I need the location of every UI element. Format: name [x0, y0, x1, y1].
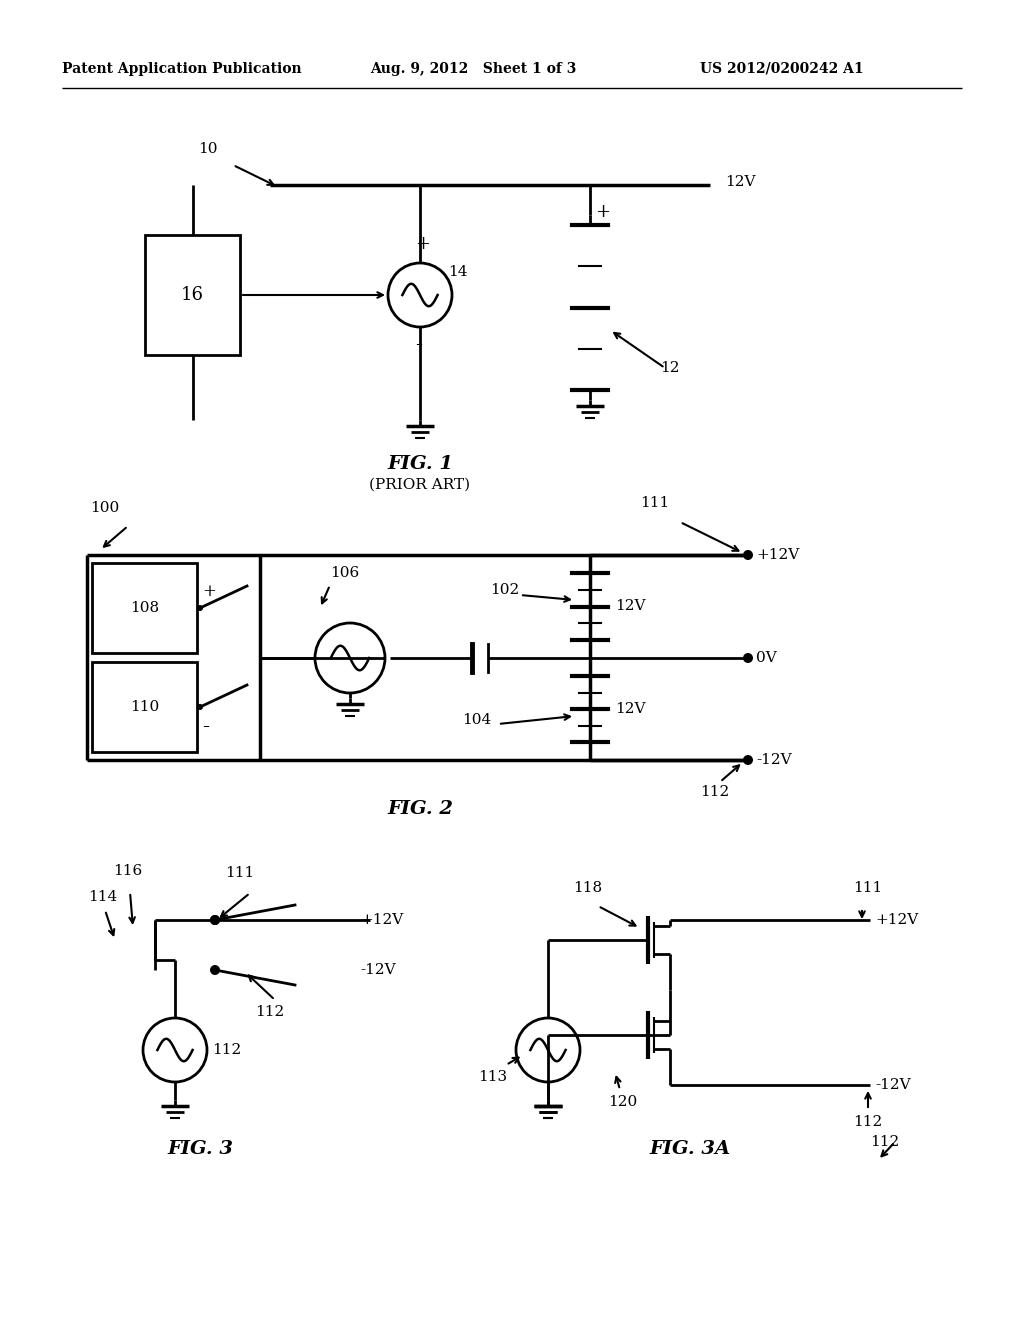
Bar	[92, 564, 197, 653]
Text: 112: 112	[255, 1005, 285, 1019]
Text: 16: 16	[181, 286, 204, 304]
Text: -12V: -12V	[874, 1078, 910, 1092]
Text: 102: 102	[490, 583, 519, 597]
Circle shape	[388, 263, 452, 327]
Circle shape	[197, 605, 203, 611]
Text: (PRIOR ART): (PRIOR ART)	[370, 478, 471, 492]
Circle shape	[210, 915, 220, 925]
Text: 116: 116	[113, 865, 142, 878]
Text: Aug. 9, 2012   Sheet 1 of 3: Aug. 9, 2012 Sheet 1 of 3	[370, 62, 577, 77]
Text: 120: 120	[608, 1096, 637, 1109]
Text: 111: 111	[640, 496, 670, 510]
Text: FIG. 3: FIG. 3	[167, 1140, 233, 1158]
Text: 118: 118	[573, 880, 602, 895]
Text: Patent Application Publication: Patent Application Publication	[62, 62, 302, 77]
Text: 104: 104	[462, 713, 492, 727]
Text: FIG. 2: FIG. 2	[387, 800, 453, 818]
Circle shape	[743, 653, 753, 663]
Text: 106: 106	[330, 566, 359, 579]
Circle shape	[143, 1018, 207, 1082]
Text: 112: 112	[700, 785, 729, 799]
Text: 112: 112	[870, 1135, 899, 1148]
Text: -: -	[202, 717, 209, 737]
Text: 12V: 12V	[725, 176, 756, 189]
Text: 12V: 12V	[615, 599, 645, 614]
Text: FIG. 3A: FIG. 3A	[649, 1140, 730, 1158]
Bar	[145, 235, 240, 355]
Text: +: +	[415, 235, 430, 253]
Text: FIG. 1: FIG. 1	[387, 455, 453, 473]
Text: 100: 100	[90, 502, 119, 515]
Text: 112: 112	[853, 1115, 883, 1129]
Text: -12V: -12V	[756, 752, 792, 767]
Circle shape	[743, 550, 753, 560]
Text: +12V: +12V	[756, 548, 800, 562]
Circle shape	[210, 965, 220, 975]
Text: +12V: +12V	[360, 913, 403, 927]
Text: 111: 111	[225, 866, 254, 880]
Text: 111: 111	[853, 880, 883, 895]
Text: 108: 108	[130, 601, 159, 615]
Bar	[92, 663, 197, 752]
Text: 10: 10	[198, 143, 217, 156]
Text: 112: 112	[212, 1043, 242, 1057]
Circle shape	[197, 704, 203, 710]
Text: 12: 12	[660, 360, 680, 375]
Text: 113: 113	[478, 1071, 507, 1084]
Text: 110: 110	[130, 700, 159, 714]
Circle shape	[743, 755, 753, 766]
Circle shape	[315, 623, 385, 693]
Circle shape	[516, 1018, 580, 1082]
Text: 0V: 0V	[756, 651, 777, 665]
Text: -: -	[415, 335, 422, 354]
Text: 12V: 12V	[615, 702, 645, 715]
Text: US 2012/0200242 A1: US 2012/0200242 A1	[700, 62, 863, 77]
Circle shape	[210, 915, 220, 925]
Text: +12V: +12V	[874, 913, 919, 927]
Text: +: +	[202, 583, 216, 601]
Text: 14: 14	[449, 265, 468, 279]
Text: -12V: -12V	[360, 964, 395, 977]
Text: 114: 114	[88, 890, 118, 904]
Text: +: +	[595, 203, 610, 220]
